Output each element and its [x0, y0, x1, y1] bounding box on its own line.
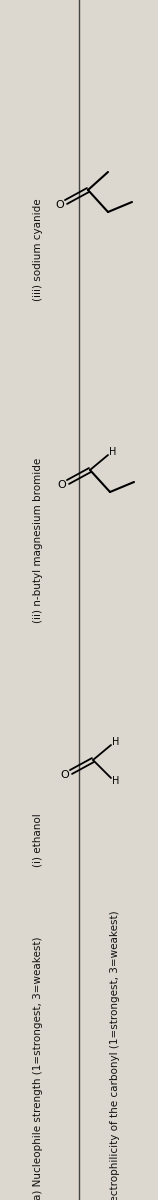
- Text: H: H: [112, 737, 120, 746]
- Text: O: O: [56, 200, 64, 210]
- Text: (a) Nucleophile strength (1=strongest, 3=weakest): (a) Nucleophile strength (1=strongest, 3…: [33, 936, 43, 1200]
- Text: (ii) n-butyl magnesium bromide: (ii) n-butyl magnesium bromide: [33, 457, 43, 623]
- Text: (b) Electrophilicity of the carbonyl (1=strongest, 3=weakest): (b) Electrophilicity of the carbonyl (1=…: [110, 911, 120, 1200]
- Text: H: H: [109, 446, 117, 457]
- Text: (i) ethanol: (i) ethanol: [33, 814, 43, 866]
- Text: (iii) sodium cyanide: (iii) sodium cyanide: [33, 199, 43, 301]
- Text: H: H: [112, 776, 120, 786]
- Text: O: O: [58, 480, 66, 490]
- Text: O: O: [61, 770, 69, 780]
